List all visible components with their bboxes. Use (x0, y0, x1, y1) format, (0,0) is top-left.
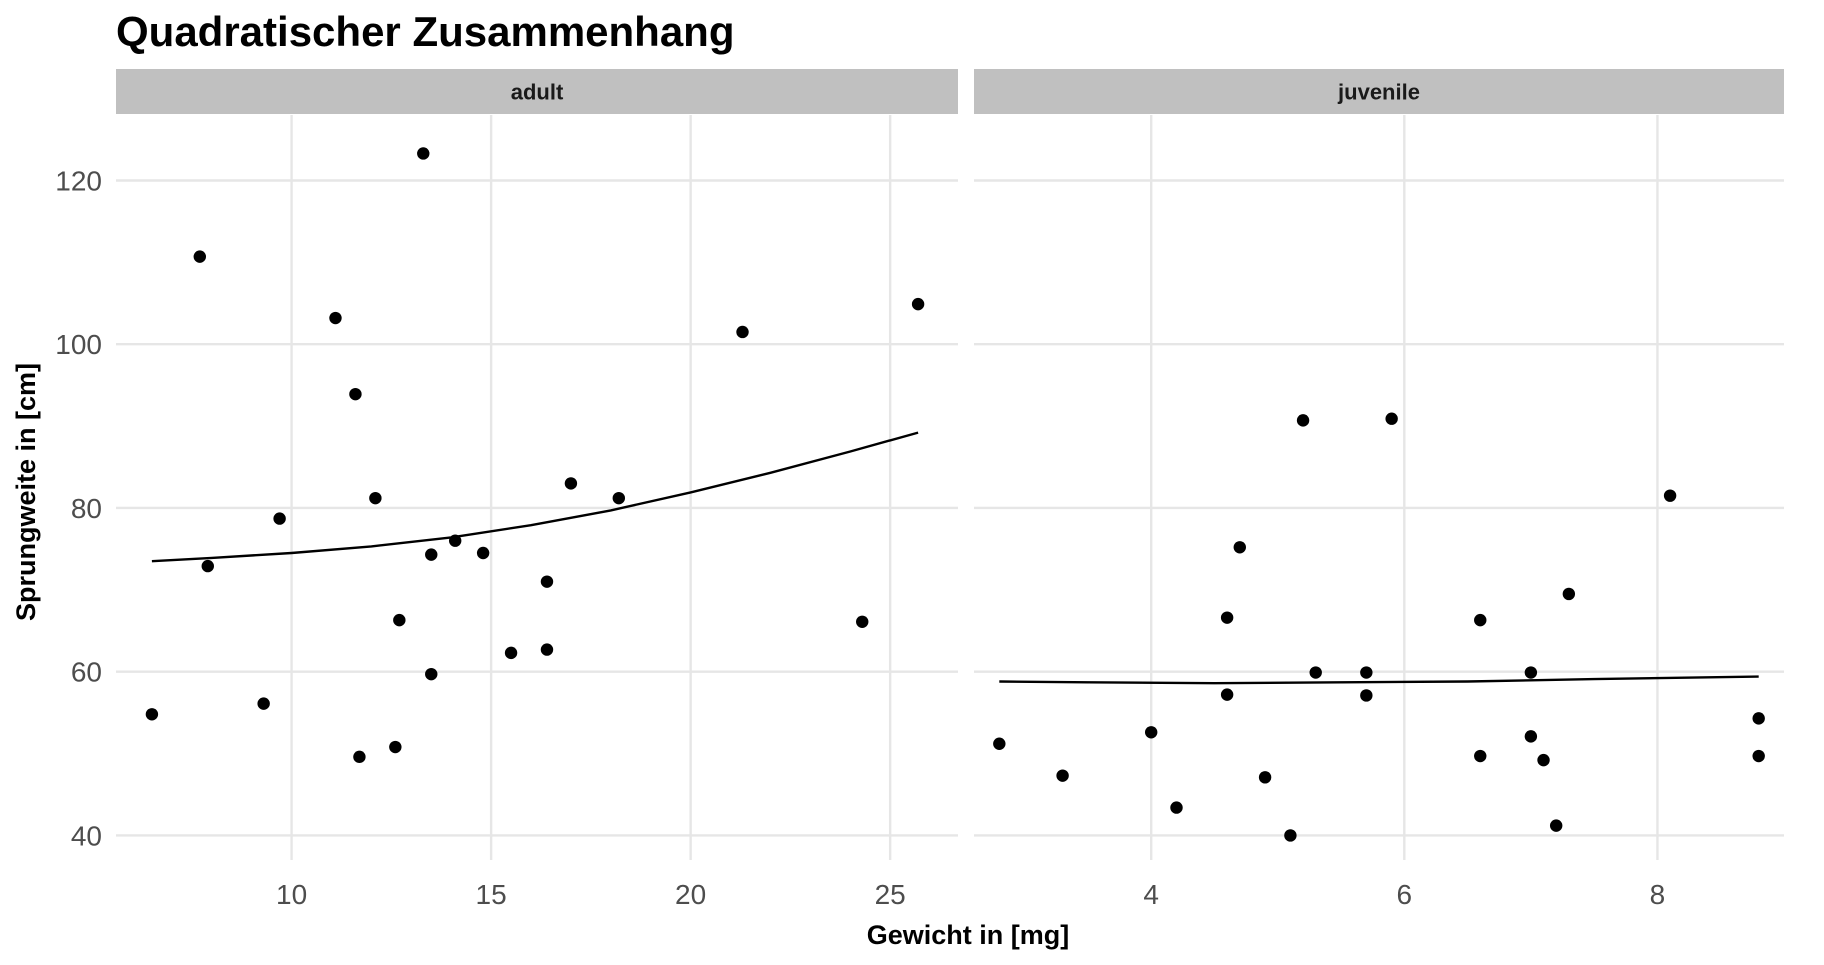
data-point (564, 477, 578, 490)
fit-line (151, 431, 919, 563)
data-point (1474, 613, 1487, 627)
fit-line (999, 675, 1759, 685)
data-point (1360, 666, 1373, 679)
data-point (257, 697, 270, 710)
data-point (1474, 749, 1487, 763)
x-tick-label: 8 (1650, 879, 1666, 910)
data-point (1360, 689, 1373, 702)
facet-strip-juvenile (974, 69, 1784, 114)
x-axis-label: Gewicht in [mg] (867, 920, 1070, 950)
data-point (425, 548, 438, 561)
y-tick-label: 100 (55, 329, 102, 360)
data-point (1296, 414, 1310, 427)
x-tick-label: 20 (675, 879, 706, 910)
y-tick-label: 40 (71, 820, 102, 851)
facet-strip-label: adult (511, 80, 564, 105)
x-tick-label: 10 (276, 879, 307, 910)
y-tick-label: 120 (55, 165, 102, 196)
data-point (1258, 771, 1272, 784)
data-point (1663, 489, 1677, 502)
data-point (1562, 587, 1576, 601)
data-point (612, 491, 626, 505)
data-point (540, 643, 554, 656)
data-point (1537, 753, 1550, 767)
data-point (993, 737, 1006, 750)
chart-title: Quadratischer Zusammenhang (116, 8, 735, 55)
data-point (145, 708, 159, 721)
data-point (1524, 730, 1538, 743)
data-point (1549, 819, 1563, 832)
data-point (349, 387, 362, 401)
data-point (201, 559, 214, 573)
x-tick-label: 6 (1397, 879, 1413, 910)
data-point (911, 297, 925, 311)
data-point (504, 646, 518, 660)
panel-juvenile: juvenile 4 6 8 (974, 69, 1784, 910)
data-point (393, 613, 406, 627)
data-point (856, 615, 869, 628)
data-point (389, 740, 402, 754)
data-point (1220, 688, 1234, 701)
data-point (329, 311, 342, 325)
data-point (1752, 712, 1765, 725)
data-point (369, 491, 382, 505)
data-point (476, 546, 490, 560)
data-point (1144, 726, 1158, 739)
x-tick-label: 15 (476, 879, 507, 910)
data-point (353, 750, 366, 764)
data-point (1524, 666, 1538, 679)
y-axis-label: Sprungweite in [cm] (11, 363, 41, 621)
data-point (425, 667, 438, 681)
data-point (1170, 801, 1183, 814)
data-point (540, 575, 554, 588)
x-tick-label: 4 (1143, 879, 1159, 910)
y-tick-label: 80 (71, 493, 102, 524)
data-point (1284, 829, 1297, 842)
facet-strip-label: juvenile (1337, 80, 1420, 105)
data-point (1385, 412, 1398, 425)
panel-adult: adult 10 15 20 25 40 60 80 100 120 (55, 69, 958, 910)
data-point (1309, 666, 1322, 679)
data-point (1056, 769, 1069, 782)
data-point (1233, 541, 1246, 554)
panels: adult 10 15 20 25 40 60 80 100 120 juvenile 4 6 8 (55, 69, 1784, 910)
data-point (448, 534, 462, 547)
x-tick-label: 25 (875, 879, 906, 910)
data-point (417, 147, 430, 160)
facet-strip-adult (116, 69, 958, 114)
data-point (736, 325, 749, 339)
data-point (1752, 749, 1765, 763)
data-point (193, 250, 207, 263)
y-tick-label: 60 (71, 657, 102, 688)
data-point (273, 512, 286, 525)
data-point (1220, 611, 1234, 624)
